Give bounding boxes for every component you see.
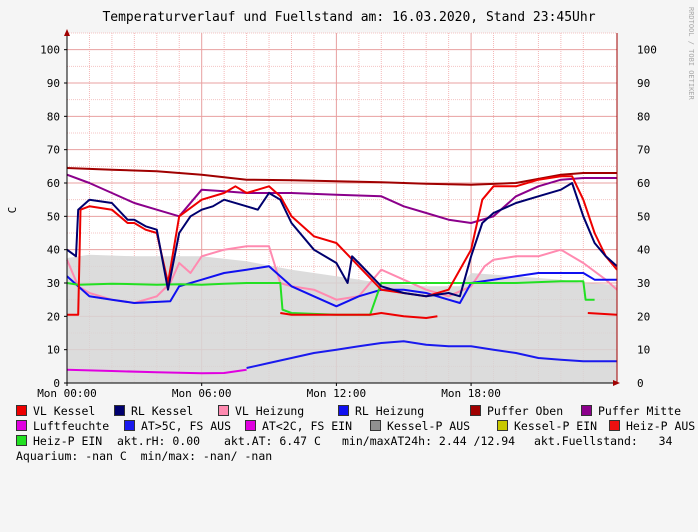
y-tick-label-right: 30: [637, 277, 650, 290]
y-tick-label-right: 40: [637, 244, 650, 257]
stat-humidity: akt.rH: 0.00: [117, 434, 201, 448]
series-puffer-oben-line: [66, 167, 617, 186]
legend-swatch: [124, 420, 135, 431]
legend-item-rl-heizung: RL Heizung: [338, 404, 424, 418]
legend-item-at-lt-2c: AT<2C, FS EIN: [245, 419, 352, 433]
legend-row-4: Aquarium: -nan C min/max: -nan/ -nan: [16, 449, 272, 464]
y-tick-label-left: 20: [47, 310, 60, 323]
series-rl-heizung-line: [66, 265, 617, 308]
stat-min-max-24h: min/maxAT24h: 2.44 /12.94: [342, 434, 516, 448]
y-tick-label-right: 0: [637, 377, 644, 390]
legend-item-vl-heizung: VL Heizung: [218, 404, 304, 418]
legend-row-2: Luftfeuchte AT>5C, FS AUS AT<2C, FS EIN …: [16, 419, 695, 434]
legend-label: Heiz-P EIN: [33, 434, 103, 448]
legend-item-vl-kessel: VL Kessel: [16, 404, 95, 418]
legend-label: AT<2C, FS EIN: [262, 419, 353, 433]
legend-swatch: [218, 405, 229, 416]
x-tick-label: Mon 00:00: [37, 387, 97, 400]
series-vl-heizung-line: [66, 245, 618, 304]
y-tick-label-right: 50: [637, 210, 650, 223]
series-luftfeuchte-line: [66, 368, 247, 375]
legend-label: Puffer Oben: [487, 404, 564, 418]
legend-item-heiz-p-aus: Heiz-P AUS: [609, 419, 695, 433]
y-tick-label-left: 10: [47, 344, 60, 357]
watermark: RRDTOOL / TOBI OETIKER: [687, 7, 695, 101]
y-tick-label-right: 10: [637, 344, 650, 357]
x-tick-label: Mon 18:00: [441, 387, 501, 400]
legend-item-rl-kessel: RL Kessel: [114, 404, 193, 418]
stat-fuellstand: akt.Fuellstand: 34: [534, 434, 673, 448]
legend-label: Luftfeuchte: [33, 419, 110, 433]
series-vl-kessel-line: [67, 175, 618, 316]
legend-label: Kessel-P EIN: [514, 419, 598, 433]
y-tick-label-left: 60: [47, 177, 60, 190]
series-rl-kessel-line: [66, 182, 618, 298]
stat-outdoor-temp: akt.AT: 6.47 C: [224, 434, 321, 448]
legend-label: AT>5C, FS AUS: [141, 419, 232, 433]
legend-swatch: [16, 405, 27, 416]
chart: Temperaturverlauf und Fuellstand am: 16.…: [6, 7, 695, 400]
legend-label: VL Heizung: [235, 404, 305, 418]
legend-row-1: VL Kessel RL Kessel VL Heizung RL Heizun…: [16, 404, 681, 419]
chart-title: Temperaturverlauf und Fuellstand am: 16.…: [102, 10, 595, 25]
legend-swatch: [581, 405, 592, 416]
legend-swatch: [370, 420, 381, 431]
legend-swatch: [497, 420, 508, 431]
legend-item-puffer-mitte: Puffer Mitte: [581, 404, 681, 418]
legend-item-kessel-p-aus: Kessel-P AUS: [370, 419, 470, 433]
y-tick-label-left: 80: [47, 110, 60, 123]
y-tick-label-right: 20: [637, 310, 650, 323]
legend-label: Kessel-P AUS: [387, 419, 471, 433]
y-tick-label-left: 70: [47, 144, 60, 157]
series-kessel-p-aus-area: [67, 254, 617, 383]
y-tick-label-right: 70: [637, 144, 650, 157]
legend-swatch: [470, 405, 481, 416]
legend-item-luftfeuchte: Luftfeuchte: [16, 419, 109, 433]
axes: 0 0 10 10 20 20 30 30 40 40 50 50 60 60 70 70 80 80 90 90 10…: [37, 29, 657, 400]
legend-label: RL Heizung: [355, 404, 425, 418]
y-tick-label-left: 100: [40, 44, 60, 57]
y-tick-label-right: 90: [637, 77, 650, 90]
y-tick-label-left: 30: [47, 277, 60, 290]
y-tick-label-right: 60: [637, 177, 650, 190]
x-axis-arrow: [613, 380, 620, 386]
y-tick-label-left: 90: [47, 77, 60, 90]
legend-item-at-gt-5c: AT>5C, FS AUS: [124, 419, 231, 433]
stat-aquarium: Aquarium: -nan C min/max: -nan/ -nan: [16, 449, 273, 463]
legend-swatch: [16, 435, 27, 446]
legend-row-3: Heiz-P EIN akt.rH: 0.00 akt.AT: 6.47 C m…: [16, 434, 672, 449]
legend-label: Heiz-P AUS: [626, 419, 696, 433]
y-tick-label-left: 50: [47, 210, 60, 223]
legend-item-heiz-p-ein: Heiz-P EIN: [16, 434, 102, 448]
y-tick-label-right: 80: [637, 110, 650, 123]
x-tick-label: Mon 06:00: [172, 387, 232, 400]
series-layer: [66, 167, 618, 383]
y-axis-arrow: [64, 29, 70, 36]
y-tick-label-right: 100: [637, 44, 657, 57]
series-vl-kessel-line: [280, 312, 438, 319]
x-tick-label: Mon 12:00: [307, 387, 367, 400]
legend-label: RL Kessel: [131, 404, 194, 418]
legend-swatch: [16, 420, 27, 431]
y-tick-label-left: 0: [53, 377, 60, 390]
legend-swatch: [114, 405, 125, 416]
legend-swatch: [609, 420, 620, 431]
series-at-5c-fs-aus-line: [246, 340, 617, 369]
legend-item-puffer-oben: Puffer Oben: [470, 404, 563, 418]
legend-label: VL Kessel: [33, 404, 96, 418]
legend-swatch: [338, 405, 349, 416]
series-puffer-mitte-line: [66, 173, 617, 224]
y-tick-label-left: 40: [47, 244, 60, 257]
legend-label: Puffer Mitte: [598, 404, 682, 418]
y-axis-label: C: [6, 207, 19, 214]
series-vl-kessel-line: [587, 312, 618, 316]
legend-swatch: [245, 420, 256, 431]
legend-item-kessel-p-ein: Kessel-P EIN: [497, 419, 597, 433]
